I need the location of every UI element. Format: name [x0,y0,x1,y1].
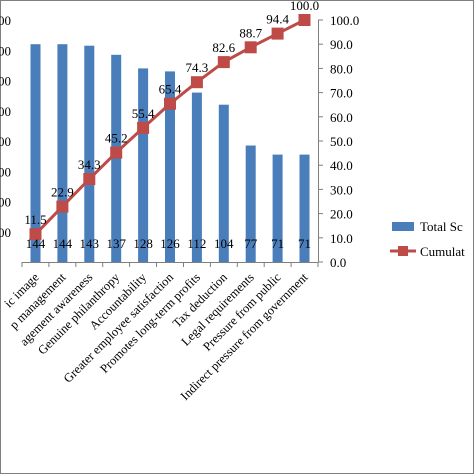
bar-data-label-7: 104 [214,236,234,251]
right-axis-tick-label-7: 70.0 [330,86,353,101]
legend-swatch-bar [392,222,414,231]
cumulative-marker-7 [217,56,230,69]
cumulative-data-label-1: 22.9 [51,185,74,200]
cumulative-data-label-8: 88.7 [239,25,262,40]
left-axis-tick-label-4: 00 [0,134,11,149]
cumulative-line-series [29,14,311,241]
cumulative-marker-2 [83,173,96,185]
bar-data-label-6: 112 [187,236,206,251]
cumulative-marker-9 [271,27,284,40]
legend-label-cumulative: Cumulat [420,244,465,259]
bar-data-label-3: 137 [106,236,126,251]
cumulative-data-label-4: 55.4 [132,106,155,121]
cumulative-data-label-0: 11.5 [24,212,46,227]
cumulative-marker-5 [164,97,176,110]
right-axis-tick-label-1: 10.0 [330,231,353,246]
bar-8 [245,145,256,262]
right-axis-tick-label-8: 80.0 [330,61,353,76]
right-axis-tick-label-9: 90.0 [330,37,353,52]
bar-data-label-10: 71 [298,236,311,251]
bar-data-label-0: 144 [26,236,46,251]
cumulative-marker-1 [56,200,69,213]
bar-4 [138,68,149,263]
bar-data-label-2: 143 [80,236,100,251]
left-axis-tick-label-3: 00 [0,104,11,119]
cumulative-data-label-5: 65.4 [159,82,182,97]
cumulative-marker-8 [244,41,257,54]
cumulative-marker-0 [29,228,42,241]
bar-series [30,44,310,263]
bar-data-label-5: 126 [160,236,180,251]
right-axis-tick-label-5: 50.0 [330,134,353,149]
bar-0 [30,44,41,263]
right-axis-tick-label-6: 60.0 [330,110,353,125]
left-axis-tick-label-7: 00 [0,225,11,240]
left-axis-tick-label-5: 00 [0,164,11,179]
legend-label-bar: Total Sc [420,219,463,234]
right-axis-tick-label-2: 20.0 [330,207,353,222]
right-axis-tick-label-0: 0.0 [330,255,346,270]
bar-1 [57,44,68,263]
bar-9 [272,154,283,262]
left-axis-tick-label-2: 00 [0,74,11,89]
cumulative-marker-4 [137,121,150,134]
bar-2 [84,45,95,263]
right-axis-tick-label-3: 30.0 [330,182,353,197]
right-axis-tick-label-4: 40.0 [330,158,353,173]
cumulative-data-label-3: 45.2 [105,131,128,146]
bar-7 [218,104,229,262]
cumulative-data-label-2: 34.3 [78,157,101,172]
bar-6 [191,92,202,262]
legend: Total Sc Cumulat [390,219,465,259]
bar-data-label-8: 77 [244,236,258,251]
cumulative-data-label-6: 74.3 [186,60,209,75]
bar-data-label-4: 128 [133,236,153,251]
cumulative-marker-10 [298,14,311,26]
left-axis-tick-label-1: 00 [0,43,11,58]
bar-5 [165,71,175,263]
bar-10 [299,154,310,262]
cumulative-data-label-9: 94.4 [266,12,289,27]
right-axis-tick-label-10: 100.0 [330,13,359,28]
left-axis-tick-label-6: 00 [0,195,11,210]
cumulative-marker-6 [190,76,203,89]
bar-data-label-9: 71 [271,236,284,251]
bar-data-label-1: 144 [53,236,73,251]
left-axis-tick-label-0: 00 [0,13,11,28]
cumulative-marker-3 [110,146,123,159]
cumulative-data-label-7: 82.6 [212,40,235,55]
cumulative-data-label-10: 100.0 [290,0,319,13]
legend-marker-cumulative [398,246,408,256]
